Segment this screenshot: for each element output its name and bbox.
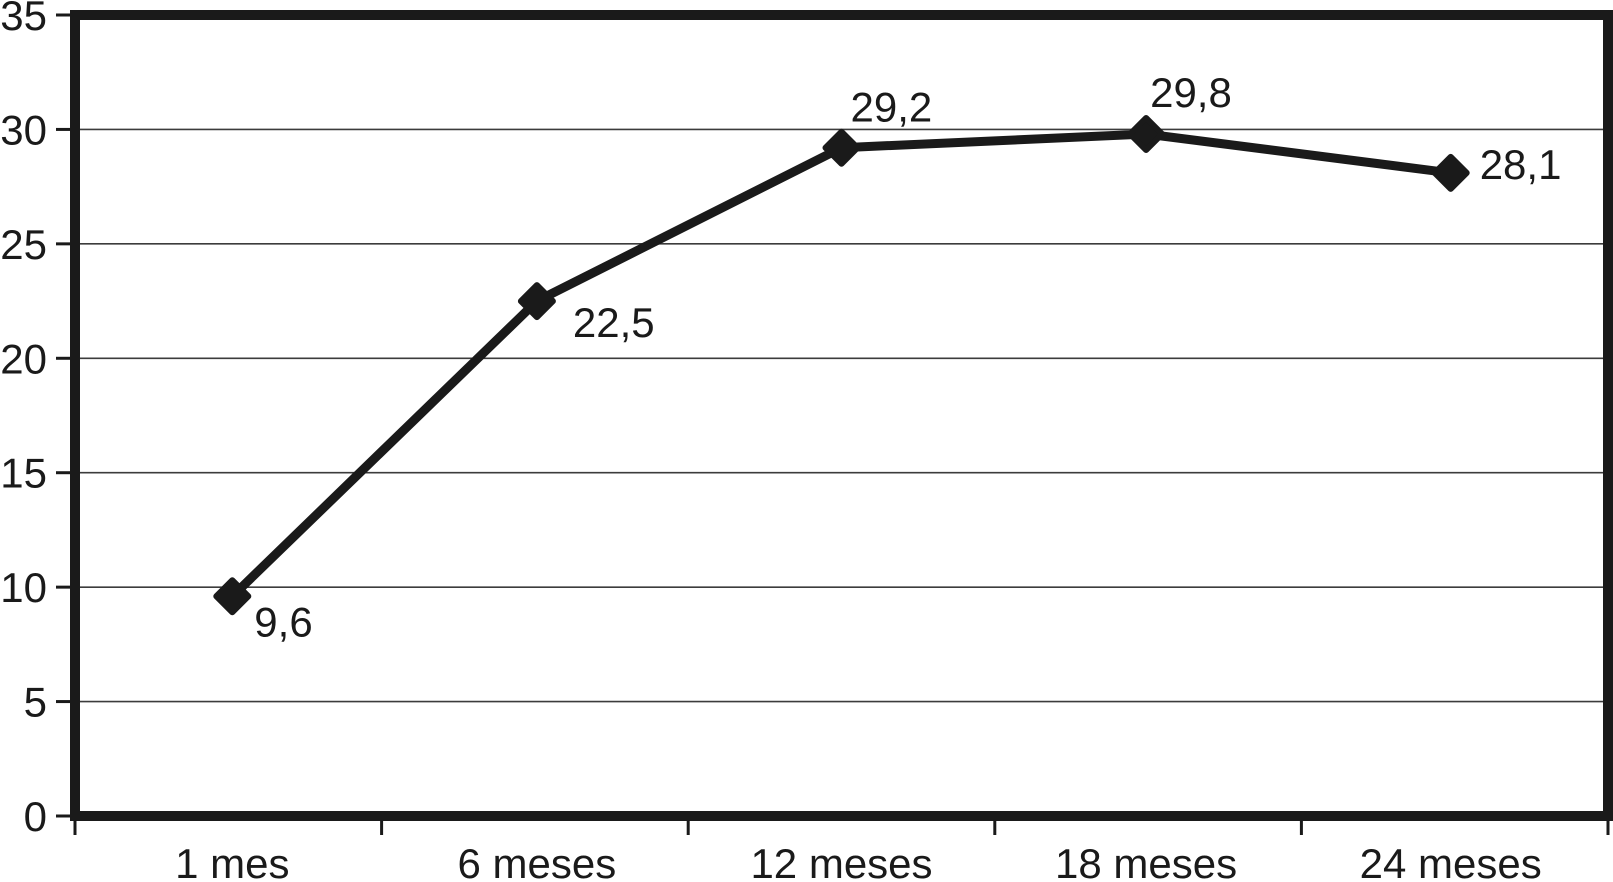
y-tick-label: 35 bbox=[0, 0, 47, 39]
data-point-marker bbox=[517, 282, 556, 321]
data-point-marker bbox=[1431, 153, 1470, 192]
y-tick-label: 30 bbox=[0, 106, 47, 153]
x-tick-label: 24 meses bbox=[1360, 840, 1542, 882]
data-point-label: 22,5 bbox=[573, 299, 655, 346]
y-tick-label: 15 bbox=[0, 450, 47, 497]
y-tick-label: 0 bbox=[24, 793, 47, 840]
x-tick-label: 1 mes bbox=[175, 840, 289, 882]
data-point-marker bbox=[1127, 115, 1166, 154]
y-tick-label: 5 bbox=[24, 679, 47, 726]
x-tick-label: 18 meses bbox=[1055, 840, 1237, 882]
data-point-marker bbox=[213, 577, 252, 616]
data-point-label: 28,1 bbox=[1480, 141, 1562, 188]
y-tick-label: 10 bbox=[0, 564, 47, 611]
y-tick-label: 20 bbox=[0, 335, 47, 382]
x-tick-label: 6 meses bbox=[458, 840, 617, 882]
data-line bbox=[227, 129, 1456, 601]
data-point-label: 29,2 bbox=[851, 84, 933, 131]
x-tick-label: 12 meses bbox=[750, 840, 932, 882]
plot-border bbox=[70, 10, 1613, 821]
data-point-label: 9,6 bbox=[254, 598, 312, 645]
data-point-label: 29,8 bbox=[1150, 69, 1232, 116]
data-point-marker bbox=[822, 128, 861, 167]
y-tick-label: 25 bbox=[0, 221, 47, 268]
